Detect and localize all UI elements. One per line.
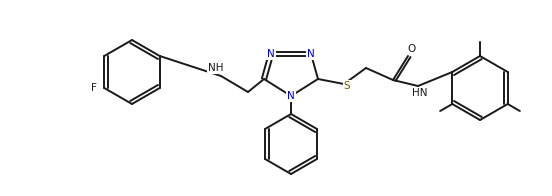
Text: N: N bbox=[267, 49, 275, 59]
Text: O: O bbox=[407, 44, 415, 54]
Text: HN: HN bbox=[412, 88, 428, 98]
Text: N: N bbox=[287, 91, 295, 101]
Text: F: F bbox=[91, 83, 97, 93]
Text: N: N bbox=[307, 49, 315, 59]
Text: NH: NH bbox=[208, 63, 224, 73]
Text: S: S bbox=[344, 81, 351, 91]
